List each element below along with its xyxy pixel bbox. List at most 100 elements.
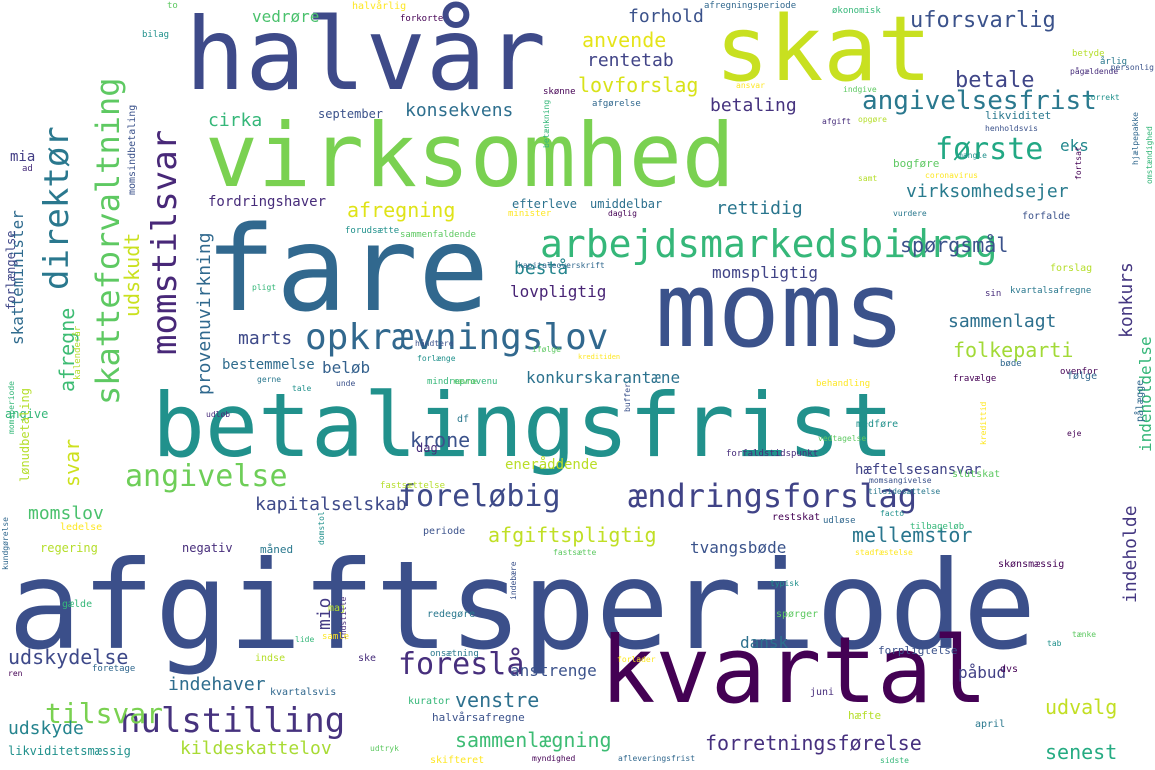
cloud-word-small: myndighed <box>532 754 576 763</box>
cloud-word-small: ske <box>358 653 377 664</box>
cloud-word-small: korrekt <box>1086 93 1120 102</box>
cloud-word-small: forfalde <box>1022 211 1071 222</box>
cloud-word: indeholde <box>1120 505 1141 603</box>
cloud-word-small: samt <box>858 174 878 183</box>
cloud-word: kapitalselskab <box>255 494 407 515</box>
cloud-word: fare <box>205 200 490 338</box>
cloud-word: mia <box>10 149 36 165</box>
cloud-word: nulstilling <box>120 701 346 741</box>
cloud-word: spørgsmål <box>900 233 1009 257</box>
cloud-word: konkurs <box>1116 262 1137 338</box>
cloud-word-small: årlig <box>1100 57 1128 67</box>
cloud-word-small: forlader <box>617 655 656 664</box>
cloud-word: anstrenge <box>510 661 597 680</box>
cloud-word-small: betyde <box>1072 49 1105 59</box>
cloud-word-small: henholdsvis <box>985 124 1038 133</box>
cloud-word: fordringshaver <box>208 194 327 210</box>
cloud-word-small: stadfæstelse <box>855 548 913 557</box>
cloud-word-small: kalenderår <box>73 325 83 380</box>
cloud-word-small: hæfte <box>848 709 882 722</box>
cloud-word: mellemstor <box>852 523 973 547</box>
cloud-word-small: afregningsperiode <box>704 1 797 11</box>
cloud-word-small: udtryk <box>370 744 399 753</box>
cloud-word-small: forfaldstidspunkt <box>726 449 819 459</box>
cloud-word-small: mangle <box>958 151 987 160</box>
cloud-word-small: lide <box>295 635 315 644</box>
cloud-word-small: forudsætte <box>345 226 400 236</box>
cloud-word: eneråddende <box>505 457 598 473</box>
cloud-word: svar <box>60 438 84 487</box>
cloud-word: september <box>318 107 384 121</box>
cloud-word-small: dvs <box>1000 664 1019 675</box>
cloud-word-small: bogføre <box>893 157 940 170</box>
cloud-word-small: typisk <box>770 579 799 588</box>
cloud-word: cirka <box>208 110 263 131</box>
cloud-word-small: omstændighed <box>1145 126 1154 184</box>
cloud-word-small: skifteret <box>430 755 485 766</box>
cloud-word: kvartal <box>600 617 988 724</box>
cloud-word: provenuvirkning <box>194 232 215 395</box>
cloud-word: umiddelbar <box>590 197 663 211</box>
cloud-word-small: medføre <box>856 419 899 430</box>
cloud-word-small: momsperiode <box>7 381 16 434</box>
cloud-word-small: gælde <box>62 599 93 610</box>
cloud-word-small: indgive <box>843 85 877 94</box>
cloud-word: ændringsforslag <box>628 477 917 515</box>
cloud-word-small: pligt <box>252 283 277 292</box>
cloud-word: efterleve <box>512 197 578 211</box>
cloud-word-small: foretage <box>92 664 136 674</box>
cloud-word: hæftelsesansvar <box>855 462 982 478</box>
cloud-word: konkurskarantæne <box>526 368 681 387</box>
cloud-word: udvalg <box>1045 695 1118 719</box>
cloud-word-small: håndtere <box>415 339 454 348</box>
cloud-word-small: ansvar <box>736 81 765 90</box>
cloud-word-small: negativ <box>182 541 233 555</box>
cloud-word-small: kreditiden <box>578 353 621 361</box>
cloud-word-small: spørger <box>776 609 819 620</box>
cloud-word: bestå <box>514 258 569 279</box>
cloud-word: afregning <box>347 198 456 222</box>
cloud-word-small: behandling <box>816 379 871 389</box>
cloud-word: venstre <box>455 688 540 712</box>
cloud-word-small: to <box>167 1 178 11</box>
cloud-word: lovpligtig <box>510 282 607 301</box>
cloud-word: virksomhedsejer <box>906 181 1069 202</box>
cloud-word-small: betænkning <box>542 99 551 148</box>
cloud-word-small: halvårsafregne <box>432 711 525 724</box>
cloud-word: betalingsfrist <box>152 374 894 477</box>
cloud-word: foreslå <box>398 647 525 682</box>
cloud-word-small: kvartalsafregne <box>1010 286 1092 296</box>
cloud-word: momstilsvar <box>145 129 185 355</box>
cloud-word-small: lønudbetaling <box>18 388 32 482</box>
cloud-word-small: momsangivelse <box>869 476 932 485</box>
cloud-word-small: buffer <box>623 383 632 412</box>
cloud-word-small: angive <box>5 407 49 421</box>
cloud-word-small: afgørelse <box>592 99 641 109</box>
cloud-word-small: april <box>975 719 1006 730</box>
cloud-word-small: daglig <box>608 209 637 218</box>
cloud-word-small: afleveringsfrist <box>618 754 696 763</box>
cloud-word-small: fortsat <box>1074 146 1083 180</box>
cloud-word-small: minister <box>508 209 552 219</box>
cloud-word: moms <box>655 249 906 371</box>
cloud-word-small: eje <box>1067 429 1082 438</box>
cloud-word-small: bilag <box>142 30 170 40</box>
cloud-word-small: afgift <box>822 117 851 126</box>
cloud-word: halvår <box>185 0 547 113</box>
cloud-word-small: coronavirus <box>925 171 978 180</box>
cloud-word-small: samle <box>322 632 350 642</box>
cloud-word: sammenlægning <box>455 728 612 752</box>
cloud-word: anvende <box>582 28 667 52</box>
cloud-word: dansk <box>740 633 789 652</box>
cloud-word: uforsvarlig <box>910 8 1056 33</box>
cloud-word-small: mindreprovenu <box>427 377 498 387</box>
cloud-word: folkeparti <box>953 338 1074 362</box>
cloud-word-small: fravælge <box>953 374 997 384</box>
cloud-word: beløb <box>322 358 371 377</box>
cloud-word-small: tænke <box>1072 630 1097 639</box>
cloud-word-small: restskat <box>772 512 821 523</box>
cloud-word-small: vurdere <box>893 209 927 218</box>
cloud-word-small: dag <box>416 441 438 455</box>
cloud-word-small: facto <box>880 509 905 518</box>
